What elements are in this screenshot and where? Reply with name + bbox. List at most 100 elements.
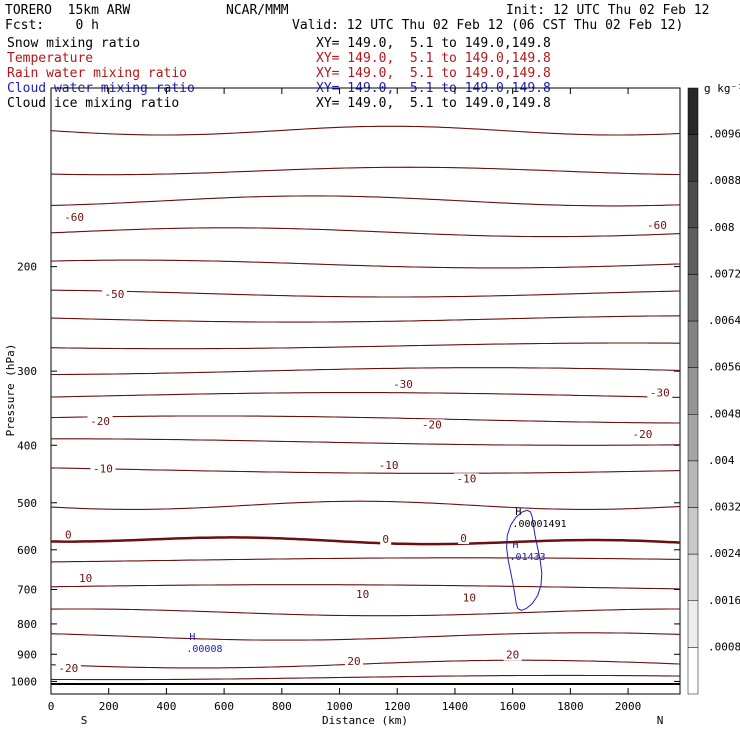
y-tick-label: 800: [17, 618, 37, 631]
init-time: Init: 12 UTC Thu 02 Feb 12: [506, 3, 710, 18]
isotherm-label: -10: [93, 463, 113, 476]
y-tick-label: 900: [17, 648, 37, 661]
y-tick-label: 400: [17, 439, 37, 452]
isotherm-label: -20: [422, 418, 442, 431]
isotherm-label-bg: [460, 592, 479, 604]
isotherm-label: 20: [347, 655, 360, 668]
isotherm-label-bg: [76, 572, 95, 584]
colorbar-tick-label: .004: [708, 454, 735, 467]
colorbar-bin: [687, 553, 699, 602]
field-name: Temperature: [7, 51, 94, 66]
isotherm-label-bg: [503, 649, 522, 661]
colorbar-tick-label: .0024: [708, 547, 740, 560]
north-label: N: [657, 714, 664, 727]
isotherm-label: -10: [379, 459, 399, 472]
x-tick-label: 2000: [615, 700, 642, 713]
x-tick-label: 400: [156, 700, 176, 713]
isotherm-line: [50, 227, 681, 238]
isotherm-label-bg: [453, 473, 479, 485]
colorbar-tick-label: .0032: [708, 501, 740, 514]
field-coords: XY= 149.0, 5.1 to 149.0,149.8: [316, 96, 551, 111]
isotherm-line: [50, 342, 680, 350]
isotherm-label: 0: [460, 532, 467, 545]
isotherm-line: [51, 367, 681, 376]
x-tick-label: 1800: [557, 700, 584, 713]
isotherm-line: [50, 392, 681, 398]
colorbar-bin: [687, 227, 699, 275]
isotherm-label: -20: [58, 662, 78, 675]
model-title: TORERO 15km ARW: [5, 3, 131, 18]
y-axis-label: Pressure (hPa): [4, 344, 17, 437]
colorbar-bin: [687, 647, 699, 695]
isotherm-label: -30: [650, 387, 670, 400]
isotherm-label-bg: [87, 415, 113, 427]
colorbar-tick-label: .0096: [708, 128, 740, 141]
colorbar-bin: [687, 87, 699, 135]
isotherm-label-bg: [61, 212, 87, 224]
isotherm-label-bg: [376, 460, 402, 472]
isotherm-line: [50, 315, 681, 323]
isotherm-label-bg: [647, 387, 673, 399]
y-tick-label: 300: [17, 365, 37, 378]
x-tick-label: 800: [272, 700, 292, 713]
isotherm-label: 0: [382, 533, 389, 546]
x-tick-label: 1200: [384, 700, 411, 713]
field-coords: XY= 149.0, 5.1 to 149.0,149.8: [316, 51, 551, 66]
isotherm-label-bg: [644, 219, 670, 231]
isotherm-label-bg: [55, 662, 81, 674]
y-tick-label: 200: [17, 261, 37, 274]
x-tick-label: 1000: [326, 700, 353, 713]
max-symbol: H: [189, 632, 195, 643]
isotherm-line: [50, 125, 681, 136]
isotherm-line: [50, 415, 680, 424]
colorbar-tick-label: .0048: [708, 407, 740, 420]
max-value: .00001491: [512, 519, 566, 530]
y-tick-label: 700: [17, 584, 37, 597]
field-coords: XY= 149.0, 5.1 to 149.0,149.8: [316, 36, 551, 51]
isotherm-label-bg: [344, 656, 363, 668]
y-tick-label: 1000: [11, 675, 38, 688]
isotherm-label: 20: [506, 649, 519, 662]
isotherm-line: [50, 659, 681, 669]
max-value: .01433: [510, 552, 546, 563]
x-tick-label: 0: [48, 700, 55, 713]
isotherm-label: -60: [647, 219, 667, 232]
colorbar-tick-label: .0088: [708, 174, 740, 187]
y-tick-label: 500: [17, 497, 37, 510]
isotherm-label: -30: [393, 378, 413, 391]
isotherm-line: [50, 584, 681, 590]
colorbar-bin: [687, 507, 699, 555]
isotherm-label-bg: [629, 428, 655, 440]
isotherm-line: [50, 195, 681, 207]
isotherm-label: 0: [65, 528, 72, 541]
colorbar-tick-label: .0016: [708, 594, 740, 607]
colorbar-bin: [687, 460, 699, 508]
isotherm-line: [50, 674, 681, 681]
isotherm-line: [50, 557, 681, 563]
x-tick-label: 200: [99, 700, 119, 713]
isotherm-line: [50, 259, 681, 269]
colorbar-tick-label: .0008: [708, 640, 740, 653]
isotherm-line: [51, 536, 681, 546]
south-label: S: [81, 714, 88, 727]
isotherm-label: -10: [457, 472, 477, 485]
isotherm-label-bg: [62, 529, 74, 541]
isotherm-label: -50: [105, 288, 125, 301]
colorbar-bin: [687, 180, 699, 229]
colorbar-bin: [687, 414, 699, 462]
isotherm-label: 10: [356, 588, 369, 601]
isotherm-line: [50, 467, 681, 474]
isotherm-label-bg: [101, 288, 127, 300]
isotherm-label: -20: [633, 428, 653, 441]
max-symbol: H: [513, 540, 519, 551]
colorbar-units: g kg⁻¹: [704, 82, 740, 95]
isotherm-line: [51, 289, 681, 298]
colorbar-tick-label: .0064: [708, 314, 740, 327]
valid-time: Valid: 12 UTC Thu 02 Feb 12 (06 CST Thu …: [292, 18, 684, 33]
colorbar-tick-label: .008: [708, 221, 735, 234]
isotherm-label-bg: [419, 419, 445, 431]
colorbar-bin: [687, 274, 699, 322]
isotherm-line: [51, 608, 680, 617]
max-value: .00008: [186, 644, 222, 655]
